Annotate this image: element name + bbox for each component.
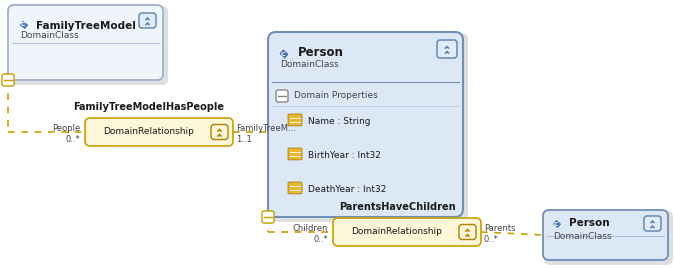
Text: 0..*: 0..*: [313, 235, 328, 244]
Text: BirthYear : Int32: BirthYear : Int32: [308, 151, 381, 159]
FancyBboxPatch shape: [139, 13, 156, 28]
Text: 1..1: 1..1: [236, 135, 252, 144]
Text: 0..*: 0..*: [65, 135, 80, 144]
Text: 0..*: 0..*: [484, 235, 499, 244]
Polygon shape: [19, 20, 29, 30]
Polygon shape: [278, 49, 290, 59]
Text: DeathYear : Int32: DeathYear : Int32: [308, 184, 386, 193]
Text: C: C: [554, 221, 558, 226]
FancyBboxPatch shape: [544, 211, 673, 265]
Text: Person: Person: [298, 46, 344, 59]
FancyBboxPatch shape: [288, 114, 302, 126]
FancyBboxPatch shape: [333, 218, 481, 246]
FancyBboxPatch shape: [276, 90, 288, 102]
Text: FamilyTreeM...: FamilyTreeM...: [236, 124, 296, 133]
FancyBboxPatch shape: [211, 125, 228, 140]
FancyBboxPatch shape: [437, 40, 457, 58]
Text: DomainClass: DomainClass: [280, 60, 338, 69]
Text: DomainRelationship: DomainRelationship: [352, 228, 442, 236]
FancyBboxPatch shape: [9, 6, 168, 85]
FancyBboxPatch shape: [269, 33, 468, 222]
Text: C: C: [21, 23, 25, 28]
Text: ParentsHaveChildren: ParentsHaveChildren: [339, 202, 456, 212]
FancyBboxPatch shape: [543, 210, 668, 260]
FancyBboxPatch shape: [85, 118, 233, 146]
FancyBboxPatch shape: [268, 32, 463, 217]
Text: Name : String: Name : String: [308, 117, 371, 125]
FancyBboxPatch shape: [288, 182, 302, 194]
FancyBboxPatch shape: [459, 225, 476, 240]
FancyBboxPatch shape: [644, 216, 661, 231]
Text: DomainRelationship: DomainRelationship: [104, 128, 194, 136]
Polygon shape: [552, 219, 562, 229]
FancyBboxPatch shape: [262, 211, 274, 223]
Text: C: C: [281, 51, 285, 57]
Text: DomainClass: DomainClass: [20, 31, 79, 40]
Text: Domain Properties: Domain Properties: [294, 91, 377, 100]
Text: Person: Person: [569, 218, 609, 228]
FancyBboxPatch shape: [288, 148, 302, 160]
Text: DomainClass: DomainClass: [553, 232, 611, 241]
Text: FamilyTreeModelHasPeople: FamilyTreeModelHasPeople: [73, 102, 224, 112]
Text: People: People: [52, 124, 80, 133]
FancyBboxPatch shape: [2, 74, 14, 86]
Text: Parents: Parents: [484, 224, 516, 233]
Text: Children: Children: [293, 224, 328, 233]
Text: FamilyTreeModel: FamilyTreeModel: [36, 21, 136, 31]
FancyBboxPatch shape: [8, 5, 163, 80]
